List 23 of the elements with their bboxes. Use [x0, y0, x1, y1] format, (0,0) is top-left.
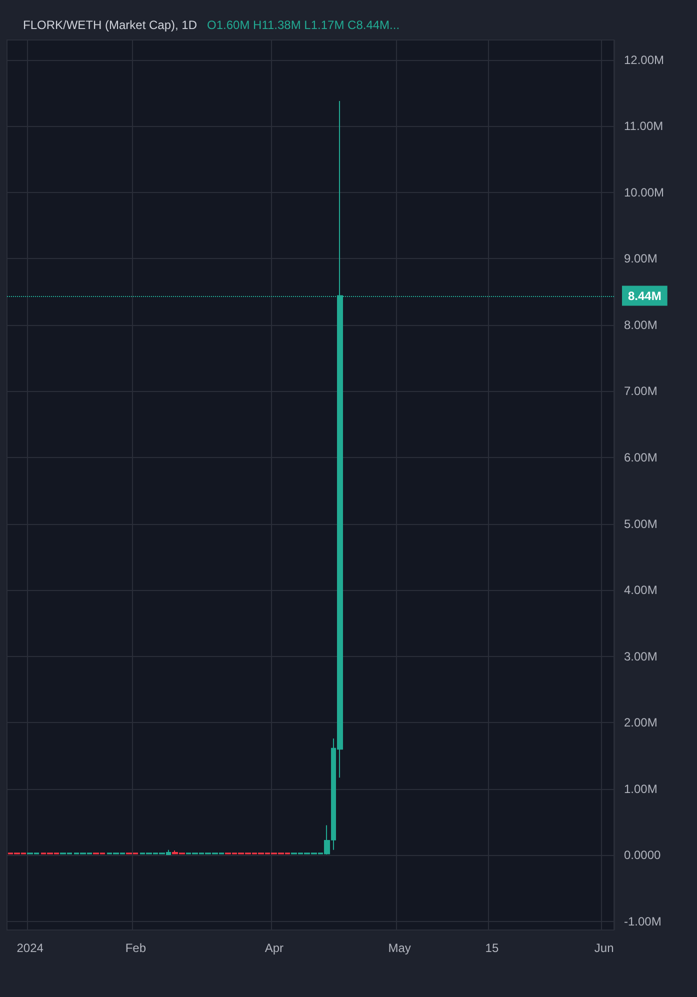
chart-title: FLORK/WETH (Market Cap), 1D — [23, 18, 198, 32]
x-tick-label: 15 — [485, 941, 499, 955]
x-tick-label: Apr — [264, 941, 284, 955]
y-tick-label: 6.00M — [624, 450, 658, 464]
y-tick-label: 0.0000 — [624, 848, 662, 862]
y-tick-label: 3.00M — [624, 649, 658, 664]
x-tick-label: May — [388, 941, 411, 955]
x-tick-label: Jun — [594, 941, 614, 955]
y-tick-label: 1.00M — [624, 782, 658, 796]
y-tick-label: 2.00M — [624, 716, 658, 730]
y-tick-label: 12.00M — [624, 52, 664, 67]
y-tick-label: 5.00M — [624, 516, 658, 531]
x-tick-label: Feb — [125, 941, 146, 955]
y-tick-label: 9.00M — [624, 252, 658, 266]
text: O1.60M H11.38M L1.17M C8.44M... — [207, 18, 400, 32]
y-tick-label: -1.00M — [624, 914, 662, 928]
y-tick-label: 10.00M — [624, 185, 664, 200]
ref-line-label: 8.44M — [628, 288, 662, 303]
y-tick-label: 4.00M — [624, 583, 658, 598]
x-tick-label: 2024 — [16, 941, 44, 955]
y-tick-label: 8.00M — [624, 318, 658, 332]
y-tick-label: 7.00M — [624, 384, 658, 398]
y-tick-label: 11.00M — [624, 119, 664, 134]
